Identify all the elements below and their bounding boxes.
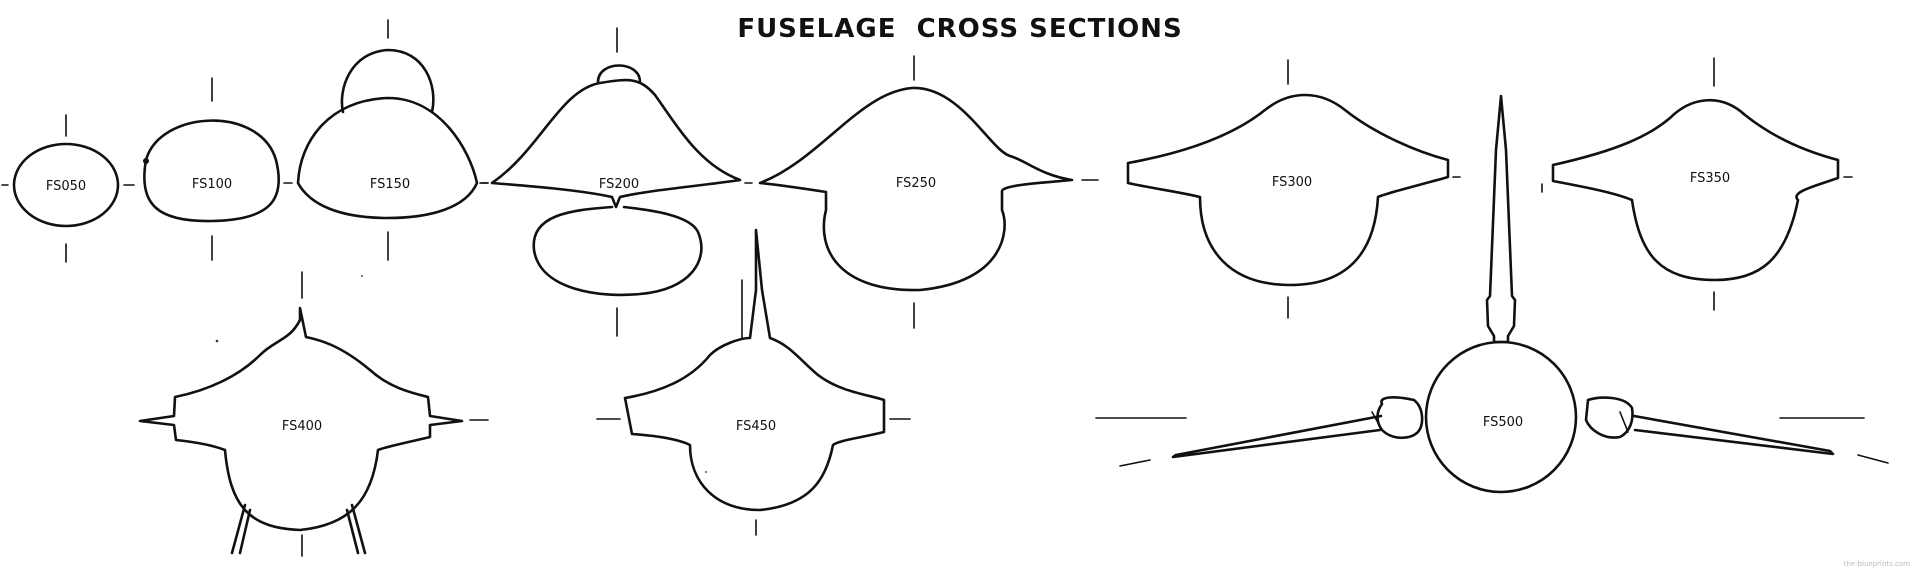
section-label: FS400 (282, 419, 322, 434)
section-label: FS200 (599, 177, 639, 192)
section-label: FS350 (1690, 171, 1730, 186)
section-fs050: FS050 (1, 114, 135, 263)
section-label: FS050 (46, 179, 86, 194)
section-label: FS150 (370, 177, 410, 192)
section-fs100: FS100 (143, 77, 293, 261)
section-label: FS250 (896, 176, 936, 191)
section-fs350: FS350 (1541, 57, 1853, 311)
section-label: FS100 (192, 177, 232, 192)
section-fs300: FS300 (1126, 59, 1461, 319)
section-fs200: FS200 (479, 27, 753, 337)
watermark-text: the-blueprints.com (1844, 560, 1911, 568)
section-label: FS450 (736, 419, 776, 434)
section-fs500: FS500 (1095, 94, 1889, 494)
section-label: FS500 (1483, 415, 1523, 430)
page-title: FUSELAGE CROSS SECTIONS (737, 14, 1183, 44)
section-fs150: FS150 (296, 19, 489, 261)
section-fs250: FS250 (758, 55, 1099, 329)
section-label: FS300 (1272, 175, 1312, 190)
section-fs400: FS400 (138, 271, 489, 557)
section-fs450: FS450 (596, 228, 911, 536)
